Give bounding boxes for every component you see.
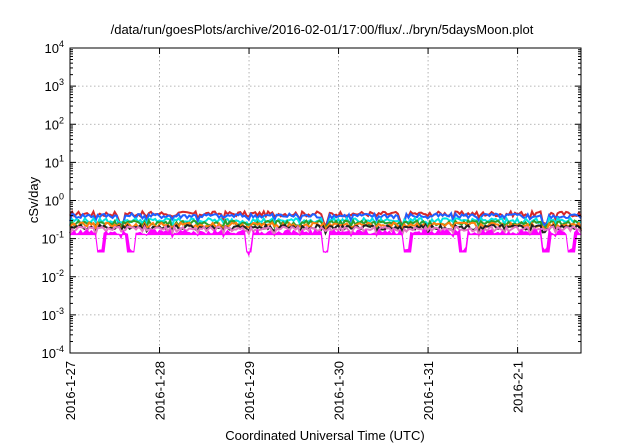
y-tick-label: 101 <box>45 153 64 170</box>
x-tick-label: 2016-1-27 <box>63 361 78 420</box>
y-tick-label: 10-1 <box>42 230 64 247</box>
x-tick-label: 2016-1-29 <box>242 361 257 420</box>
y-tick-label: 10-2 <box>42 268 64 285</box>
grid <box>70 48 581 353</box>
y-axis: 10-4 10-3 10-2 10-1 100 101 102 103 104 <box>42 39 581 361</box>
series-group <box>69 208 582 257</box>
y-tick-label: 102 <box>45 115 64 132</box>
series-line <box>69 224 582 239</box>
series-line <box>69 220 582 235</box>
x-tick-label: 2016-1-28 <box>153 361 168 420</box>
y-axis-label: cSv/day <box>26 176 41 223</box>
x-tick-label: 2016-2-1 <box>511 361 526 413</box>
y-tick-label: 103 <box>45 77 64 94</box>
x-axis: 2016-1-27 2016-1-28 2016-1-29 2016-1-30 2016… <box>63 48 526 420</box>
y-tick-label: 10-3 <box>42 306 64 323</box>
chart-title: /data/run/goesPlots/archive/2016-02-01/1… <box>111 22 534 37</box>
y-tick-label: 100 <box>45 192 64 209</box>
x-tick-label: 2016-1-30 <box>332 361 347 420</box>
y-tick-label: 10-4 <box>42 344 64 361</box>
x-tick-label: 2016-1-31 <box>421 361 436 420</box>
y-tick-label: 104 <box>45 39 64 56</box>
x-axis-label: Coordinated Universal Time (UTC) <box>225 428 424 443</box>
